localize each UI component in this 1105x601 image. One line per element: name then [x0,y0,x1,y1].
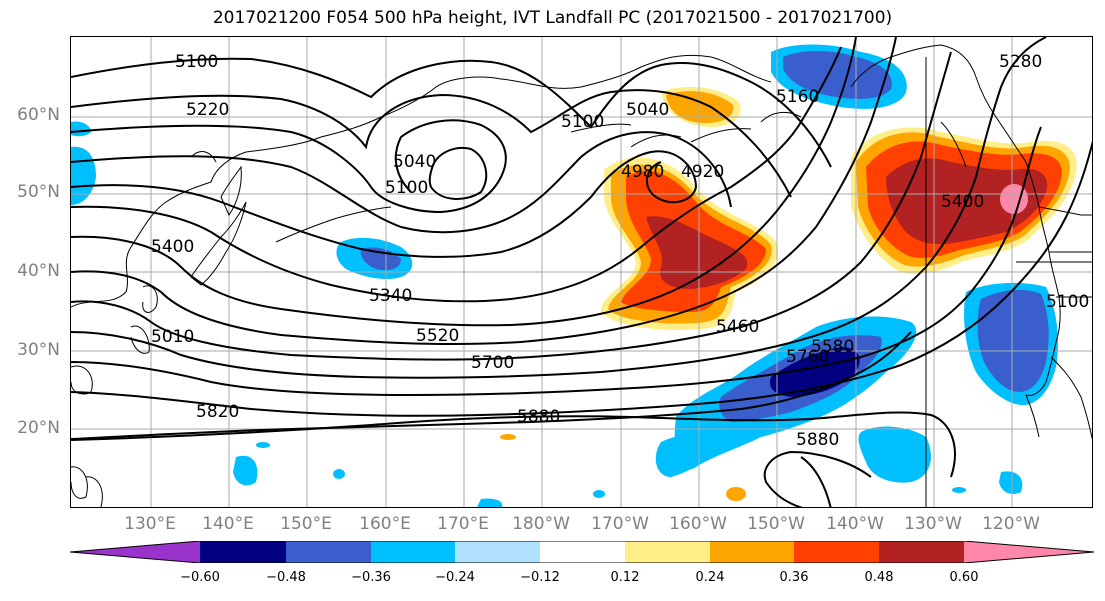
colorbar-tick-10: 0.60 [949,570,979,585]
map-canvas: 5100 5220 5040 5100 5100 5040 4980 4920 … [71,37,1092,507]
lon-label-150w: 150°W [747,514,805,534]
contour-label-1: 5100 [175,52,218,72]
contour-label-22: 5010 [151,327,194,347]
lon-label-140w: 140°W [826,514,884,534]
contour-label-9: 5160 [776,87,819,107]
lon-label-130w: 130°W [904,514,962,534]
contour-labels: 5100 5220 5040 5100 5100 5040 4980 4920 … [151,52,1089,450]
colorbar-tick-6: 0.12 [610,570,640,585]
contour-label-18: 5820 [196,402,239,422]
colorbar-tick-3: −0.36 [351,570,391,585]
contour-label-17: 5760 [786,347,829,367]
map-title: 2017021200 F054 500 hPa height, IVT Land… [212,8,893,28]
colorbar-swatch-8 [710,541,794,563]
colorbar-swatch-11 [964,541,1094,563]
contour-label-8: 4920 [681,162,724,182]
lat-label-40n: 40°N [17,261,60,281]
contour-label-4: 5100 [385,178,428,198]
contour-label-23: 5100 [1046,292,1089,312]
colorbar-swatch-3 [286,541,371,563]
colorbar-swatch-9 [794,541,879,563]
contour-label-2: 5220 [186,100,229,120]
lon-label-160w: 160°W [669,514,727,534]
lon-label-140e: 140°E [202,514,254,534]
contour-label-15: 5700 [471,353,514,373]
colorbar-swatch-10 [879,541,964,563]
lon-label-150e: 150°E [280,514,332,534]
colorbar-swatch-6 [540,541,625,563]
contour-label-20: 5880 [796,430,839,450]
colorbar-tick-2: −0.48 [266,570,306,585]
lat-label-60n: 60°N [17,105,60,125]
contour-label-10: 5280 [999,52,1042,72]
colorbar-swatch-4 [371,541,455,563]
contour-label-6: 5040 [626,100,669,120]
lat-label-50n: 50°N [17,182,60,202]
contour-label-19: 5880 [517,407,560,427]
colorbar [70,541,1095,563]
lon-label-180w: 180°W [512,514,570,534]
map-panel: 5100 5220 5040 5100 5100 5040 4980 4920 … [70,36,1093,508]
contour-label-3: 5040 [393,152,436,172]
lon-label-120w: 120°W [982,514,1040,534]
colorbar-swatch-7 [625,541,710,563]
contour-label-7: 4980 [621,162,664,182]
lon-label-170w: 170°W [591,514,649,534]
colorbar-tick-7: 0.24 [695,570,725,585]
colorbar-tick-5: −0.12 [520,570,560,585]
contour-label-12: 5340 [369,286,412,306]
coastlines [71,44,1092,507]
graticule [71,37,1092,507]
contour-label-5: 5100 [561,112,604,132]
lat-label-30n: 30°N [17,340,60,360]
colorbar-tick-9: 0.48 [864,570,894,585]
colorbar-tick-1: −0.60 [180,570,220,585]
lon-label-130e: 130°E [124,514,176,534]
contour-label-14: 5520 [416,326,459,346]
height-contours [71,37,1092,507]
colorbar-swatch-2 [200,541,286,563]
colorbar-swatch-1 [70,541,200,563]
colorbar-tick-8: 0.36 [779,570,809,585]
contour-label-11: 5400 [941,192,984,212]
lat-label-20n: 20°N [17,418,60,438]
colorbar-swatch-5 [455,541,540,563]
contour-label-21: 5400 [151,237,194,257]
colorbar-tick-4: −0.24 [435,570,475,585]
contour-label-16: 5580 [811,337,854,357]
lon-label-160e: 160°E [359,514,411,534]
contour-label-13: 5460 [716,317,759,337]
lon-label-170e: 170°E [437,514,489,534]
